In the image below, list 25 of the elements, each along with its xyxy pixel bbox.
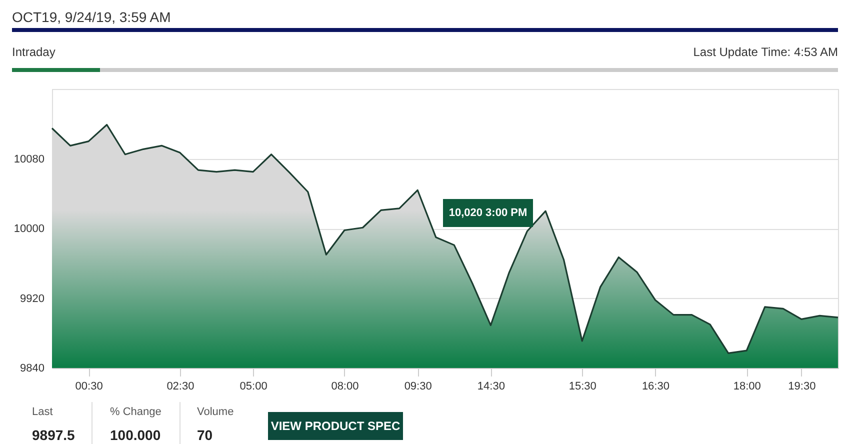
- x-tick-label: 05:00: [240, 380, 268, 392]
- text: 9897.5: [32, 427, 76, 443]
- text: Volume: [197, 406, 234, 418]
- text: Last Update Time: 4:53 AM: [693, 45, 838, 59]
- text: Last: [32, 406, 53, 418]
- chart-title: OCT19, 9/24/19, 3:59 AM: [12, 9, 171, 25]
- text: % Change: [110, 406, 162, 418]
- x-tick-label: 18:00: [733, 380, 761, 392]
- text: 100.000: [110, 427, 161, 443]
- x-tick-label: 08:00: [331, 380, 359, 392]
- y-tick-label: 9840: [20, 362, 44, 374]
- text: 70: [197, 427, 213, 443]
- x-tick-label: 09:30: [404, 380, 432, 392]
- x-tick-label: 02:30: [166, 380, 194, 392]
- x-tick-label: 16:30: [642, 380, 670, 392]
- y-tick-label: 10080: [14, 153, 44, 166]
- x-tick-label: 19:30: [788, 380, 816, 392]
- y-tick-label: 9920: [20, 292, 44, 305]
- x-tick-label: 15:30: [568, 380, 596, 392]
- text: VIEW PRODUCT SPEC: [270, 419, 400, 433]
- y-tick-label: 10000: [14, 223, 44, 235]
- annotation: 10,020 3:00 PM: [448, 207, 528, 219]
- text: Intraday: [12, 45, 56, 59]
- x-tick-label: 00:30: [75, 380, 103, 392]
- x-tick-label: 14:30: [477, 380, 505, 392]
